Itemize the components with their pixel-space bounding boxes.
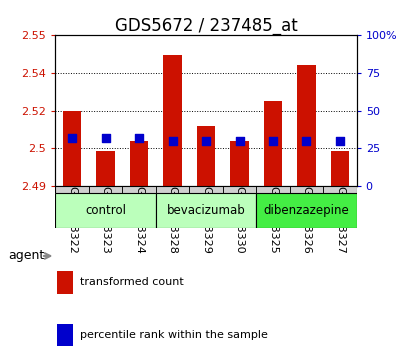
Text: GSM958323: GSM958323 [100, 187, 110, 254]
Bar [55, 193, 155, 228]
Point [302, 138, 309, 144]
Point [135, 135, 142, 141]
Point [269, 138, 276, 144]
Title: GDS5672 / 237485_at: GDS5672 / 237485_at [115, 17, 297, 35]
Point [336, 138, 342, 144]
Text: GSM958330: GSM958330 [234, 187, 244, 254]
Bar [222, 186, 256, 193]
Point [169, 138, 175, 144]
Text: bevacizumab: bevacizumab [166, 204, 245, 217]
Text: GSM958329: GSM958329 [200, 187, 211, 254]
Bar [256, 186, 289, 193]
Text: dibenzazepine: dibenzazepine [263, 204, 348, 217]
Bar [63, 111, 81, 186]
Bar [256, 193, 356, 228]
Text: GSM958326: GSM958326 [301, 187, 311, 254]
Text: GSM958322: GSM958322 [67, 187, 77, 254]
Bar [330, 151, 348, 186]
Text: agent: agent [8, 250, 44, 262]
Text: GSM958325: GSM958325 [267, 187, 277, 254]
Text: transformed count: transformed count [80, 278, 183, 287]
Point [69, 135, 75, 141]
Bar [130, 141, 148, 186]
Bar [189, 186, 222, 193]
Bar [57, 324, 73, 347]
Bar [163, 56, 181, 186]
Text: GSM958324: GSM958324 [134, 187, 144, 254]
Bar [89, 186, 122, 193]
Point [102, 135, 109, 141]
Bar [322, 186, 356, 193]
Bar [289, 186, 322, 193]
Point [236, 138, 242, 144]
Text: percentile rank within the sample: percentile rank within the sample [80, 330, 267, 340]
Bar [96, 151, 115, 186]
Text: control: control [85, 204, 126, 217]
Bar [155, 186, 189, 193]
Bar [122, 186, 155, 193]
Bar [196, 126, 215, 186]
Bar [297, 65, 315, 186]
Point [202, 138, 209, 144]
Bar [55, 186, 89, 193]
Bar [155, 193, 256, 228]
Bar [263, 101, 281, 186]
Bar [230, 141, 248, 186]
Text: GSM958328: GSM958328 [167, 187, 177, 254]
Text: GSM958327: GSM958327 [334, 187, 344, 254]
Bar [57, 271, 73, 294]
